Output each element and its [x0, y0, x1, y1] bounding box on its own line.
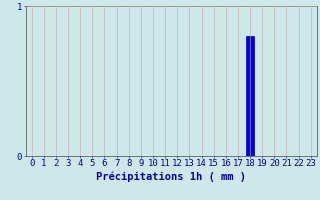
Bar	[246, 36, 254, 156]
X-axis label: Précipitations 1h ( mm ): Précipitations 1h ( mm )	[96, 171, 246, 182]
